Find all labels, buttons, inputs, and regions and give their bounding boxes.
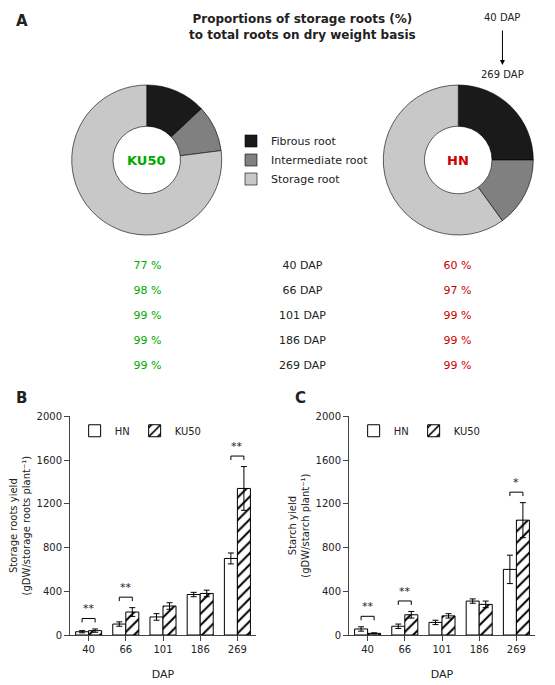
svg-text:0: 0 xyxy=(335,630,341,641)
svg-text:**: ** xyxy=(120,581,132,594)
svg-text:1200: 1200 xyxy=(316,498,341,509)
svg-text:**: ** xyxy=(83,602,95,615)
svg-text:Fibrous root: Fibrous root xyxy=(271,135,337,148)
svg-text:DAP: DAP xyxy=(152,668,175,681)
svg-text:Intermediate root: Intermediate root xyxy=(271,154,368,167)
svg-text:Storage root: Storage root xyxy=(271,173,340,186)
svg-text:101: 101 xyxy=(153,644,172,655)
svg-text:99 %: 99 % xyxy=(134,309,162,322)
svg-text:186: 186 xyxy=(191,644,210,655)
svg-text:97 %: 97 % xyxy=(444,284,472,297)
svg-text:*: * xyxy=(513,476,519,489)
svg-text:269 DAP: 269 DAP xyxy=(481,69,524,80)
svg-text:186: 186 xyxy=(470,644,489,655)
svg-text:B: B xyxy=(16,389,27,407)
svg-text:800: 800 xyxy=(322,542,341,553)
svg-text:66 DAP: 66 DAP xyxy=(283,284,323,297)
svg-text:KU50: KU50 xyxy=(454,426,480,437)
svg-text:HN: HN xyxy=(394,426,409,437)
svg-text:1600: 1600 xyxy=(316,455,341,466)
svg-text:HN: HN xyxy=(115,426,130,437)
svg-text:**: ** xyxy=(399,585,411,598)
svg-text:DAP: DAP xyxy=(431,668,454,681)
svg-text:400: 400 xyxy=(322,586,341,597)
svg-text:99 %: 99 % xyxy=(444,359,472,372)
svg-text:KU50: KU50 xyxy=(175,426,201,437)
svg-text:99 %: 99 % xyxy=(134,334,162,347)
svg-text:Storage roots yield(gDW/storag: Storage roots yield(gDW/storage roots pl… xyxy=(8,456,32,596)
svg-text:99 %: 99 % xyxy=(444,334,472,347)
svg-text:40: 40 xyxy=(82,644,95,655)
svg-text:66: 66 xyxy=(398,644,411,655)
svg-text:C: C xyxy=(295,389,306,407)
svg-text:40 DAP: 40 DAP xyxy=(484,12,520,23)
svg-text:66: 66 xyxy=(119,644,132,655)
svg-text:1600: 1600 xyxy=(37,455,62,466)
svg-text:101: 101 xyxy=(432,644,451,655)
svg-text:**: ** xyxy=(231,440,243,453)
svg-text:98 %: 98 % xyxy=(134,284,162,297)
svg-text:269: 269 xyxy=(228,644,247,655)
svg-text:99 %: 99 % xyxy=(134,359,162,372)
svg-text:1200: 1200 xyxy=(37,498,62,509)
svg-text:**: ** xyxy=(362,600,374,613)
svg-text:60 %: 60 % xyxy=(444,259,472,272)
svg-text:KU50: KU50 xyxy=(127,153,166,168)
svg-text:40 DAP: 40 DAP xyxy=(283,259,323,272)
svg-text:HN: HN xyxy=(447,153,469,168)
svg-text:269: 269 xyxy=(507,644,526,655)
svg-text:0: 0 xyxy=(56,630,62,641)
svg-text:800: 800 xyxy=(43,542,62,553)
svg-text:2000: 2000 xyxy=(316,411,341,422)
svg-text:77 %: 77 % xyxy=(134,259,162,272)
svg-text:A: A xyxy=(16,12,28,30)
svg-text:Starch yield(gDW/starch plant⁻: Starch yield(gDW/starch plant⁻¹) xyxy=(287,473,311,577)
svg-text:269 DAP: 269 DAP xyxy=(279,359,326,372)
svg-text:40: 40 xyxy=(361,644,374,655)
svg-text:400: 400 xyxy=(43,586,62,597)
svg-text:101 DAP: 101 DAP xyxy=(279,309,326,322)
svg-text:99 %: 99 % xyxy=(444,309,472,322)
svg-text:Proportions of storage roots (: Proportions of storage roots (%)to total… xyxy=(189,12,416,42)
svg-text:2000: 2000 xyxy=(37,411,62,422)
svg-text:186 DAP: 186 DAP xyxy=(279,334,326,347)
